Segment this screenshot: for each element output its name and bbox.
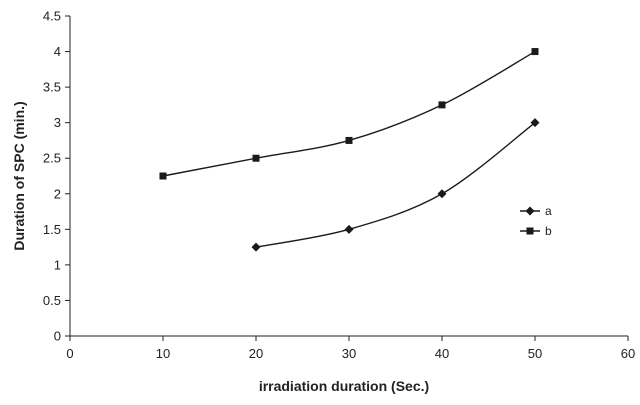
- legend-marker: [525, 206, 535, 216]
- series-b: [159, 48, 539, 180]
- legend-label: a: [545, 204, 552, 218]
- legend-marker: [526, 227, 534, 235]
- y-tick-label: 1.5: [43, 222, 61, 237]
- data-point-b: [159, 172, 167, 180]
- series-a: [251, 118, 540, 252]
- y-tick-label: 4.5: [43, 9, 61, 24]
- legend-item-b: b: [520, 224, 552, 238]
- legend: ab: [520, 204, 552, 238]
- y-tick-label: 3.5: [43, 80, 61, 95]
- x-tick-label: 60: [621, 346, 635, 361]
- y-tick-label: 3: [54, 115, 61, 130]
- x-tick-label: 10: [156, 346, 170, 361]
- y-tick-label: 0.5: [43, 293, 61, 308]
- x-axis-ticks: 0 10 20 30 40 50 60: [66, 336, 635, 361]
- y-axis-title: Duration of SPC (min.): [11, 101, 27, 250]
- series-line-a: [255, 122, 536, 248]
- series-layer: [159, 48, 540, 252]
- x-tick-label: 40: [435, 346, 449, 361]
- data-point-b: [531, 48, 539, 56]
- data-point-a: [251, 242, 261, 252]
- series-line-b: [162, 50, 536, 177]
- x-tick-label: 50: [528, 346, 542, 361]
- x-tick-label: 30: [342, 346, 356, 361]
- legend-item-a: a: [520, 204, 552, 218]
- data-point-b: [438, 101, 446, 109]
- data-point-b: [345, 136, 353, 144]
- y-tick-label: 2: [54, 186, 61, 201]
- data-point-a: [530, 118, 540, 128]
- y-tick-label: 0: [54, 329, 61, 344]
- data-point-b: [252, 154, 260, 162]
- x-tick-label: 0: [66, 346, 73, 361]
- y-tick-label: 4: [54, 44, 61, 59]
- data-point-a: [437, 189, 447, 199]
- y-tick-label: 1: [54, 257, 61, 272]
- legend-label: b: [545, 224, 552, 238]
- x-tick-label: 20: [249, 346, 263, 361]
- y-axis-ticks: 0 0.5 1 1.5 2 2.5 3 3.5 4 4.5: [43, 9, 70, 344]
- y-tick-label: 2.5: [43, 151, 61, 166]
- axes: [69, 16, 628, 337]
- x-axis-title: irradiation duration (Sec.): [259, 378, 429, 394]
- data-point-a: [344, 224, 354, 234]
